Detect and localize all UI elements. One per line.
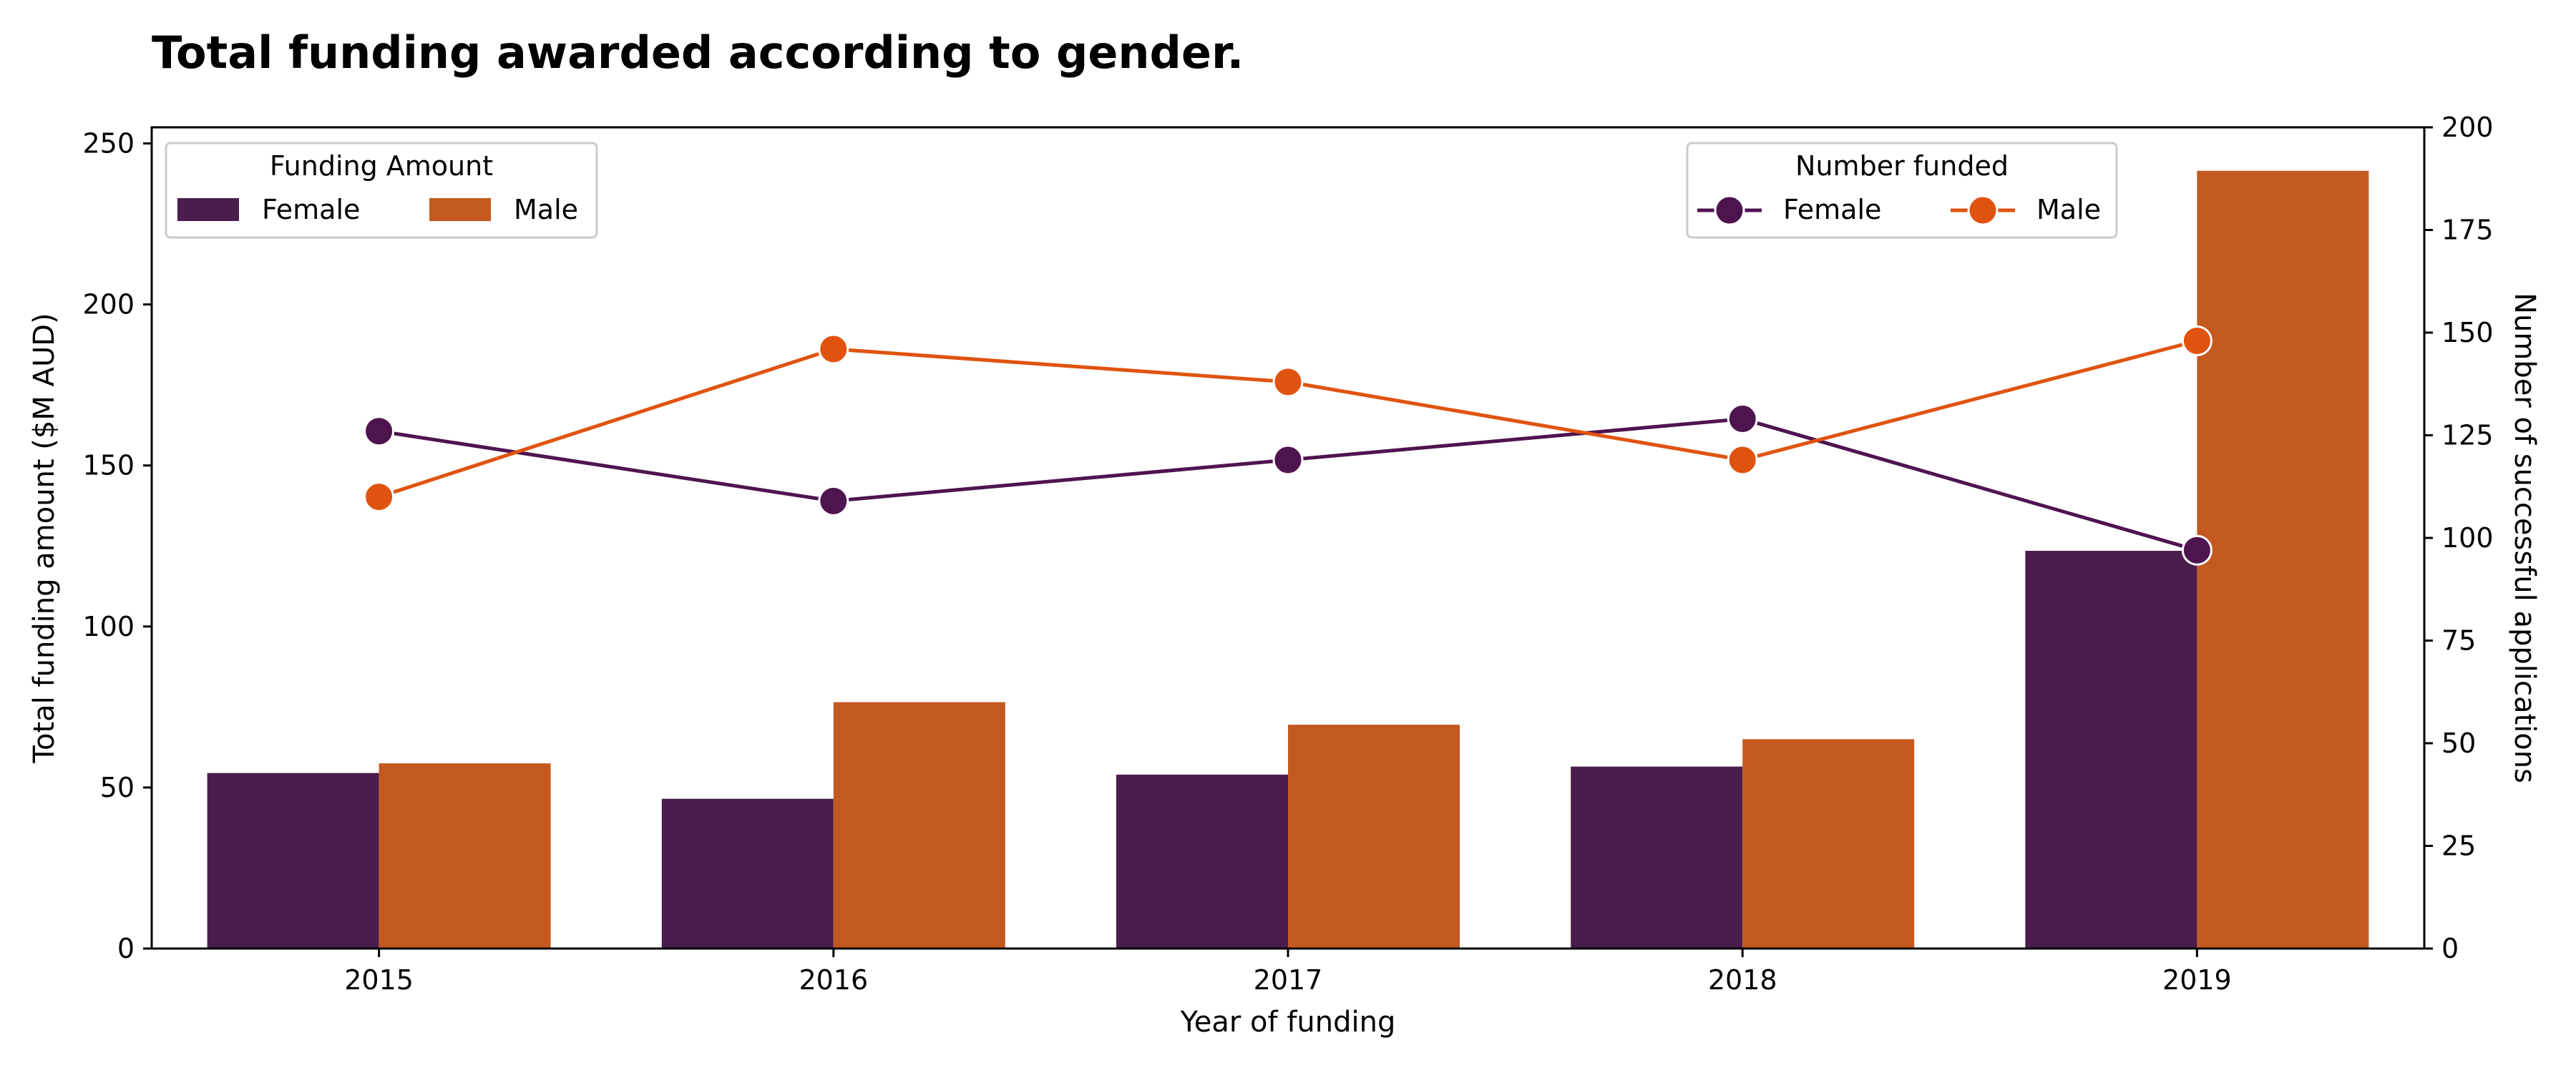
y2-tick-label: 75 bbox=[2441, 625, 2476, 657]
legend-label-male: Male bbox=[2036, 194, 2101, 225]
x-tick-label: 2018 bbox=[1708, 964, 1777, 996]
right-y-axis: 0 25 50 75 100 125 150 175 200 bbox=[2424, 112, 2494, 964]
lines-layer bbox=[364, 325, 2212, 566]
y2-tick-label: 200 bbox=[2441, 112, 2494, 143]
bar-female-2015 bbox=[207, 773, 379, 949]
bar-female-2018 bbox=[1571, 766, 1743, 949]
point-male-2019 bbox=[2181, 325, 2212, 356]
x-axis: 2015 2016 2017 2018 2019 bbox=[344, 949, 2232, 996]
y2-tick-label: 50 bbox=[2441, 727, 2476, 759]
bar-male-2015 bbox=[379, 763, 551, 949]
point-female-2018 bbox=[1727, 403, 1758, 435]
y-tick-label: 100 bbox=[82, 611, 135, 642]
legend-frame bbox=[1686, 142, 2118, 239]
y2-tick-label: 0 bbox=[2441, 933, 2459, 964]
legend-label-female: Female bbox=[262, 194, 360, 225]
legend-title: Funding Amount bbox=[270, 150, 493, 182]
bar-female-2019 bbox=[2025, 551, 2197, 949]
point-female-2015 bbox=[364, 416, 395, 447]
line-female bbox=[379, 417, 2198, 552]
x-tick-label: 2016 bbox=[799, 964, 868, 996]
point-male-2015 bbox=[364, 481, 395, 513]
point-male-2016 bbox=[818, 333, 849, 365]
bar-male-2016 bbox=[833, 702, 1005, 949]
left-y-axis: 0 50 100 150 200 250 bbox=[82, 128, 152, 964]
point-male-2018 bbox=[1727, 444, 1758, 476]
y-tick-label: 200 bbox=[82, 289, 135, 320]
y2-tick-label: 125 bbox=[2441, 420, 2494, 451]
y-axis-label: Total funding amount ($M AUD) bbox=[28, 313, 61, 763]
bar-female-2017 bbox=[1116, 774, 1288, 949]
legend-swatch-male-bar bbox=[429, 198, 491, 221]
x-tick-label: 2015 bbox=[344, 964, 414, 996]
bar-male-2017 bbox=[1288, 725, 1460, 949]
legend-title: Number funded bbox=[1795, 150, 2009, 182]
x-axis-label: Year of funding bbox=[1180, 1006, 1396, 1039]
legend-label-female: Female bbox=[1783, 194, 1881, 225]
legend-marker-male bbox=[1967, 195, 1999, 226]
y-tick-label: 50 bbox=[100, 772, 135, 803]
x-tick-label: 2017 bbox=[1254, 964, 1323, 996]
x-tick-label: 2019 bbox=[2162, 964, 2232, 996]
bars-layer bbox=[207, 170, 2369, 949]
legend-funding-amount: Funding Amount Female Male bbox=[165, 142, 598, 239]
legend-label-male: Male bbox=[514, 194, 578, 225]
y2-tick-label: 25 bbox=[2441, 831, 2476, 862]
chart-title: Total funding awarded according to gende… bbox=[152, 26, 1244, 79]
y2-tick-label: 175 bbox=[2441, 215, 2494, 246]
bar-male-2019 bbox=[2197, 170, 2369, 949]
legend-marker-female bbox=[1714, 195, 1745, 226]
y2-tick-label: 100 bbox=[2441, 522, 2494, 554]
y-tick-label: 150 bbox=[82, 450, 135, 481]
y2-axis-label: Number of successful applications bbox=[2508, 293, 2541, 783]
bar-male-2018 bbox=[1742, 739, 1915, 949]
point-male-2017 bbox=[1272, 366, 1304, 398]
y2-tick-label: 150 bbox=[2441, 317, 2494, 348]
legend-number-funded: Number funded Female Male bbox=[1686, 142, 2118, 239]
point-female-2019 bbox=[2181, 534, 2212, 566]
y-tick-label: 0 bbox=[117, 933, 135, 964]
bar-female-2016 bbox=[661, 798, 834, 949]
y-tick-label: 250 bbox=[82, 128, 135, 160]
point-female-2016 bbox=[818, 485, 849, 516]
legend-swatch-female-bar bbox=[177, 198, 239, 221]
point-female-2017 bbox=[1272, 444, 1304, 476]
